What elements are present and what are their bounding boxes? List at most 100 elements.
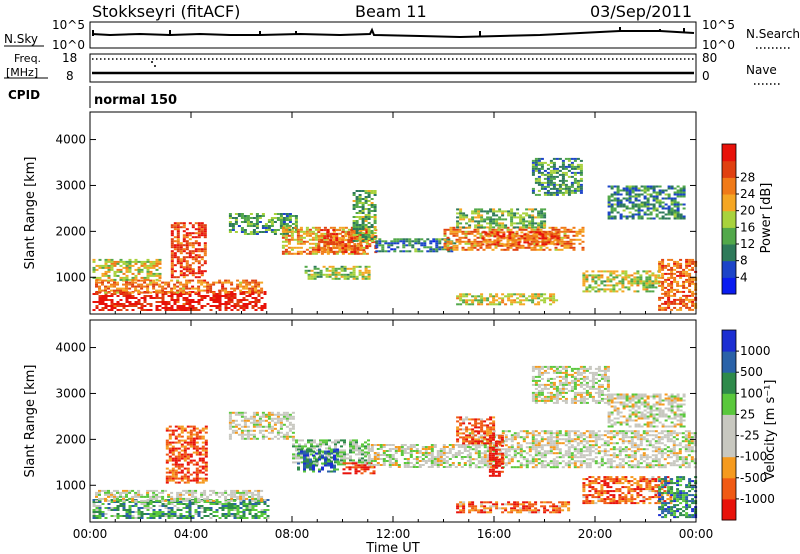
velocity-colorbar-seg-2 <box>722 456 736 479</box>
velocity-colorbar-seg-1 <box>722 477 736 500</box>
power-colorbar-seg-1 <box>722 260 736 278</box>
velocity-y-axis: 1000 2000 3000 4000 <box>55 341 696 492</box>
power-region-15 <box>582 270 661 293</box>
velocity-ytick-label-0: 1000 <box>55 478 86 492</box>
nave-tick-bottom: 0 <box>702 69 710 83</box>
velocity-ytick-label-3: 4000 <box>55 341 86 355</box>
velocity-colorbar-tick-1: 500 <box>740 365 763 379</box>
velocity-scatter-regions <box>92 365 698 519</box>
velocity-colorbar-tick-2: 100 <box>740 386 763 400</box>
velocity-region-9 <box>488 434 504 477</box>
freq-panel: Freq. [MHz] 18 8 80 0 Nave <box>4 51 780 85</box>
velocity-region-8 <box>468 430 697 469</box>
time-xtick-label-5: 20:00 <box>578 527 613 541</box>
nsearch-tick-bottom: 10^0 <box>702 38 735 52</box>
velocity-colorbar-seg-7 <box>722 351 736 373</box>
velocity-region-10 <box>456 416 496 445</box>
time-x-axis: 00:00 04:00 08:00 12:00 16:00 20:00 00:00 <box>73 112 714 541</box>
velocity-region-12 <box>456 501 571 514</box>
power-ytick-label-2: 3000 <box>55 178 86 192</box>
nsky-label: N.Sky <box>4 32 38 46</box>
cpid-label: CPID <box>8 88 40 102</box>
cpid-panel: CPID normal 150 <box>8 86 177 108</box>
power-colorbar-seg-0 <box>722 277 736 295</box>
power-colorbar-tick-2: 12 <box>740 237 755 251</box>
velocity-region-7 <box>367 444 470 468</box>
velocity-region-14 <box>658 476 698 519</box>
nsky-tick-bottom: 10^0 <box>52 38 85 52</box>
velocity-colorbar-seg-6 <box>722 372 736 394</box>
velocity-region-11 <box>531 365 610 404</box>
velocity-colorbar-seg-5 <box>722 393 736 415</box>
velocity-ytick-label-1: 2000 <box>55 432 86 446</box>
power-region-14 <box>456 293 559 306</box>
nave-tick-top: 80 <box>702 51 717 65</box>
power-colorbar-tick-6: 28 <box>740 170 755 184</box>
power-ytick-label-1: 2000 <box>55 224 86 238</box>
station-title: Stokkseyri (fitACF) <box>92 2 241 21</box>
velocity-colorbar-tick-3: 25 <box>740 407 755 421</box>
power-region-8 <box>352 190 377 242</box>
velocity-colorbar-label: Velocity [m s⁻¹] <box>763 380 778 481</box>
power-region-17 <box>607 185 686 220</box>
velocity-colorbar-tick-0: 1000 <box>740 344 771 358</box>
velocity-region-13 <box>582 476 673 505</box>
power-panel: 1000 2000 3000 4000 Slant Range [km] 4 8 12 16… <box>23 111 774 315</box>
time-xtick-label-0: 00:00 <box>73 527 108 541</box>
velocity-ylabel: Slant Range [km] <box>23 365 38 478</box>
velocity-region-2 <box>165 425 208 484</box>
velocity-colorbar-tick-5: -100 <box>740 450 767 464</box>
time-xlabel: Time UT <box>365 541 419 554</box>
power-colorbar-tick-3: 16 <box>740 220 755 234</box>
power-region-0 <box>92 291 267 311</box>
power-ytick-label-0: 1000 <box>55 270 86 284</box>
velocity-region-5 <box>297 448 339 473</box>
power-colorbar-seg-8 <box>722 144 736 162</box>
velocity-panel: 1000 2000 3000 4000 Slant Range [km] 00:00 0… <box>23 112 778 554</box>
power-region-2 <box>92 258 162 281</box>
nsearch-tick-top: 10^5 <box>702 18 735 32</box>
velocity-colorbar-tick-4: -25 <box>740 429 760 443</box>
power-region-7 <box>304 265 371 280</box>
velocity-colorbar-tick-7: -1000 <box>740 492 775 506</box>
freq-tick-top: 18 <box>62 51 77 65</box>
velocity-region-0 <box>92 499 270 519</box>
power-ylabel: Slant Range [km] <box>23 157 38 270</box>
power-region-3 <box>170 222 207 279</box>
power-colorbar-seg-5 <box>722 194 736 212</box>
power-colorbar-seg-4 <box>722 210 736 228</box>
freq-label: Freq. <box>14 52 41 65</box>
power-colorbar-tick-5: 24 <box>740 187 755 201</box>
nsky-tick-top: 10^5 <box>52 18 85 32</box>
power-colorbar-tick-4: 20 <box>740 204 755 218</box>
velocity-colorbar-seg-4 <box>722 414 736 436</box>
power-region-13 <box>531 157 583 196</box>
nsky-panel: N.Sky 10^5 10^0 10^5 10^0 N.Search <box>4 18 800 52</box>
power-region-1 <box>95 279 264 294</box>
power-colorbar-seg-3 <box>722 227 736 245</box>
power-colorbar-tick-0: 4 <box>740 270 748 284</box>
beam-title: Beam 11 <box>355 2 427 21</box>
velocity-colorbar-seg-3 <box>722 435 736 458</box>
velocity-region-3 <box>228 411 295 440</box>
velocity-ytick-label-2: 3000 <box>55 386 86 400</box>
velocity-colorbar: 1000 500 100 25 -25 -100 -500 -1000 <box>721 329 775 521</box>
velocity-colorbar-seg-8 <box>722 330 736 352</box>
time-xtick-label-6: 00:00 <box>679 527 714 541</box>
power-colorbar-seg-6 <box>722 177 736 195</box>
freq-tick-bottom: 8 <box>66 69 74 83</box>
power-colorbar-label: Power [dB] <box>759 183 774 254</box>
nsearch-label: N.Search <box>746 27 800 41</box>
power-region-4 <box>228 213 298 235</box>
time-xtick-label-4: 16:00 <box>477 527 512 541</box>
power-ytick-label-3: 4000 <box>55 133 86 147</box>
power-region-16 <box>658 258 698 311</box>
time-xtick-label-3: 12:00 <box>376 527 411 541</box>
nave-label: Nave <box>746 63 777 77</box>
velocity-region-1 <box>95 489 264 502</box>
power-colorbar-tick-1: 8 <box>740 254 748 268</box>
power-colorbar-seg-7 <box>722 160 736 178</box>
date-title: 03/Sep/2011 <box>590 2 693 21</box>
power-scatter-regions <box>92 157 698 311</box>
